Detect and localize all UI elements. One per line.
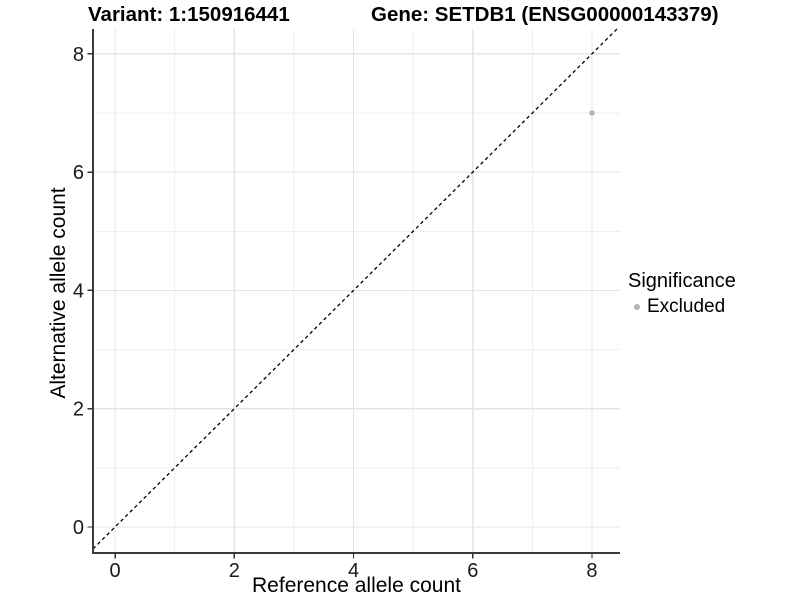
y-axis-title: Alternative allele count [47, 187, 70, 399]
x-tick-label: 8 [586, 560, 597, 582]
y-tick-label: 4 [73, 280, 84, 302]
y-tick-label: 6 [73, 162, 84, 184]
y-tick-label: 2 [73, 399, 84, 421]
y-tick-label: 8 [73, 44, 84, 66]
x-tick-label: 2 [229, 560, 240, 582]
identity-line [92, 28, 618, 550]
y-tick-label: 0 [73, 517, 84, 539]
x-axis-title: Reference allele count [252, 574, 461, 597]
x-tick-label: 0 [109, 560, 120, 582]
legend: Significance Excluded [628, 270, 736, 318]
legend-item-excluded: Excluded [628, 296, 736, 318]
gene-title: Gene: SETDB1 (ENSG00000143379) [371, 3, 719, 26]
excluded-point-icon [634, 304, 640, 310]
x-tick-label: 6 [467, 560, 478, 582]
legend-title: Significance [628, 270, 736, 292]
data-point-excluded [589, 110, 595, 116]
x-tick-label: 4 [348, 560, 359, 582]
legend-item-label: Excluded [647, 296, 726, 317]
variant-title: Variant: 1:150916441 [88, 3, 290, 26]
